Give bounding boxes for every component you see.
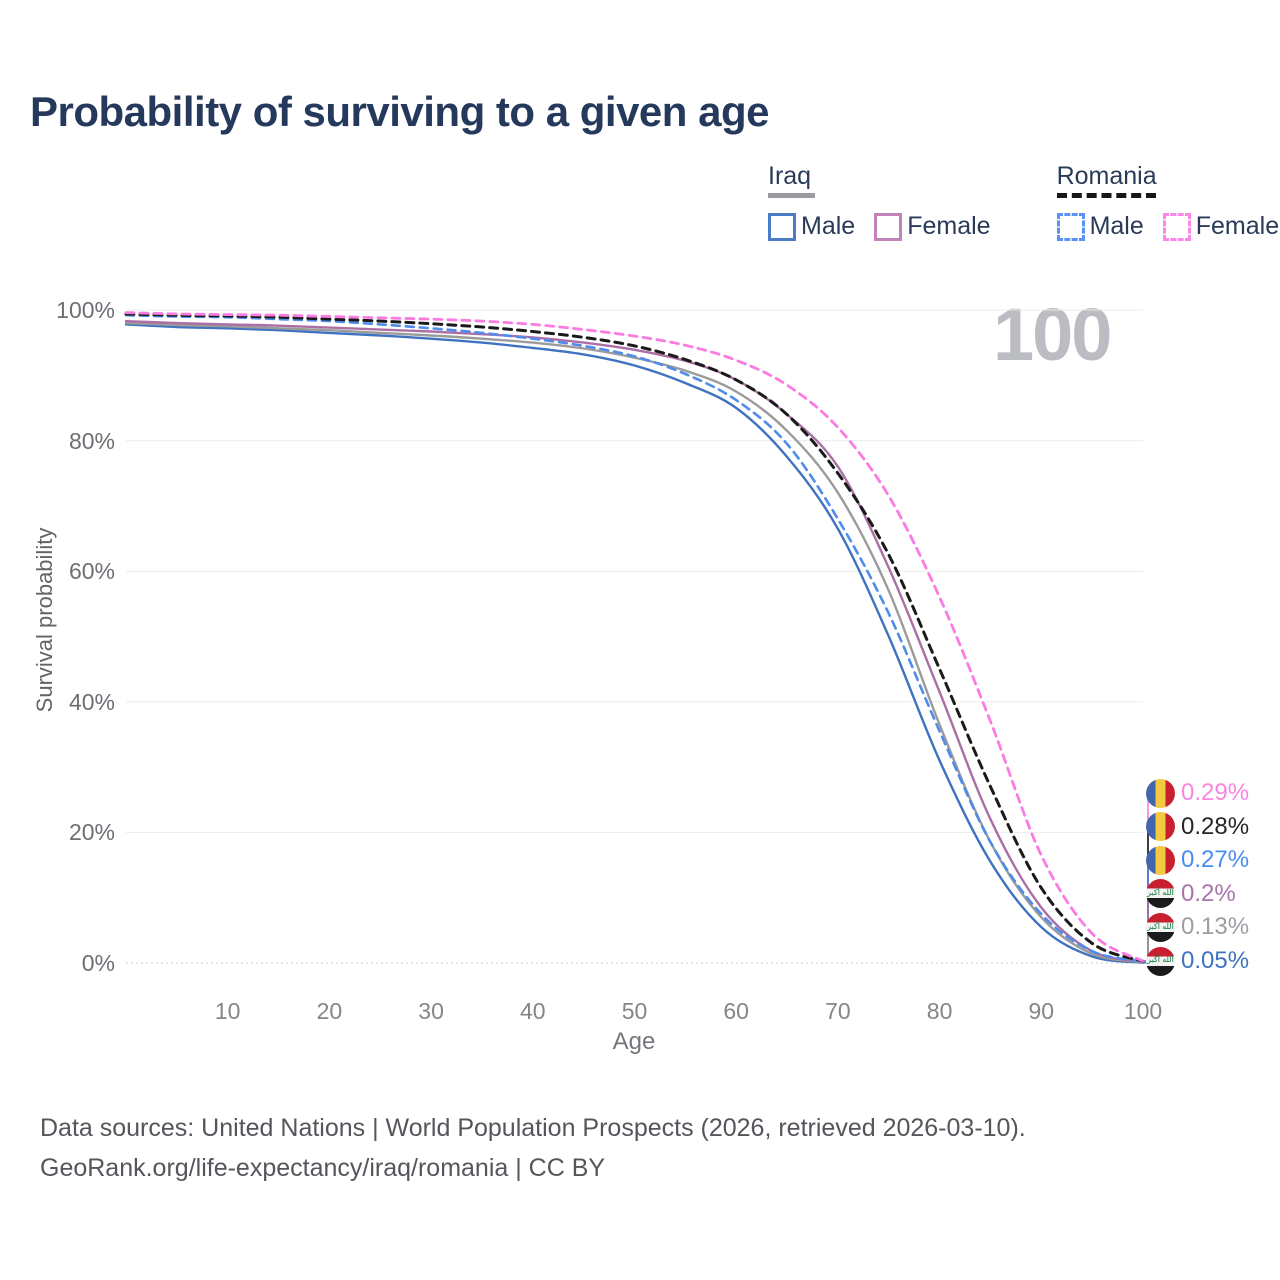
legend-country-underline: [1056, 193, 1156, 198]
y-tick-label: 80%: [68, 427, 115, 454]
footer-sources: Data sources: United Nations | World Pop…: [40, 1114, 1026, 1142]
x-tick-label: 30: [418, 998, 444, 1024]
curve-romania_male[interactable]: [124, 313, 1145, 963]
legend-country-label[interactable]: Iraq: [768, 162, 991, 202]
end-label-row-romania_male: 0.27%: [1146, 845, 1249, 875]
romania-flag-icon: [1146, 845, 1175, 875]
legend-item-label: Male: [1089, 212, 1144, 240]
curve-romania_both[interactable]: [124, 312, 1145, 963]
x-tick-label: 100: [1123, 998, 1163, 1024]
y-tick-label: 100%: [56, 297, 115, 323]
y-axis-title: Survival probability: [32, 527, 57, 713]
legend-country-underline: [768, 193, 815, 198]
footer-attribution: GeoRank.org/life-expectancy/iraq/romania…: [40, 1154, 606, 1182]
y-tick-label: 40%: [68, 688, 115, 715]
takbir-script: الله أكبر: [1147, 921, 1174, 931]
legend-group-romania: Romania Male Female: [1056, 162, 1280, 241]
romania-flag-icon: [1146, 778, 1175, 808]
x-tick-label: 10: [214, 998, 241, 1024]
legend-swatch-icon: [1056, 212, 1085, 241]
takbir-script: الله أكبر: [1147, 955, 1174, 965]
end-label-row-iraq_female: الله أكبر 0.2%: [1146, 879, 1236, 909]
y-tick-label: 60%: [68, 558, 115, 585]
end-label-value: 0.28%: [1181, 812, 1250, 840]
legend-swatch-icon: [874, 212, 903, 241]
x-tick-label: 70: [825, 998, 851, 1024]
legend-country-label[interactable]: Romania: [1056, 162, 1280, 202]
end-label-row-iraq_male: الله أكبر 0.05%: [1146, 946, 1249, 976]
x-axis-title: Age: [612, 1028, 656, 1055]
end-label-row-romania_both: 0.28%: [1146, 812, 1249, 842]
legend-swatch-icon: [1162, 212, 1191, 241]
end-label-value: 0.2%: [1181, 879, 1236, 907]
age-counter-watermark: 100: [993, 293, 1112, 376]
y-tick-label: 20%: [68, 819, 115, 846]
legend-item-label: Male: [801, 212, 856, 240]
legend-group-iraq: Iraq Male Female: [768, 162, 991, 241]
end-label-value: 0.05%: [1181, 947, 1250, 974]
curve-iraq_both[interactable]: [124, 321, 1145, 964]
x-tick-label: 50: [621, 998, 648, 1024]
legend-swatch-icon: [768, 212, 796, 241]
curve-romania_female[interactable]: [124, 311, 1145, 963]
iraq-flag-icon: الله أكبر: [1146, 946, 1175, 976]
legend-item-label: Female: [1195, 212, 1280, 240]
end-label-value: 0.13%: [1181, 913, 1250, 941]
end-label-value: 0.29%: [1181, 779, 1250, 806]
end-label-row-romania_female: 0.29%: [1146, 778, 1249, 808]
end-label-row-iraq_both: الله أكبر 0.13%: [1146, 912, 1249, 942]
curve-iraq_female[interactable]: [124, 319, 1145, 963]
x-tick-label: 90: [1028, 998, 1055, 1024]
iraq-flag-icon: الله أكبر: [1146, 879, 1175, 909]
romania-flag-icon: [1146, 812, 1175, 842]
page-title: Probability of surviving to a given age: [30, 88, 769, 135]
legend-item-romania-male[interactable]: Male: [1056, 212, 1144, 241]
x-tick-label: 40: [520, 998, 546, 1024]
iraq-flag-icon: الله أكبر: [1146, 912, 1175, 942]
legend: Iraq Male Female Romania Male Female: [768, 162, 1279, 241]
legend-item-label: Female: [907, 212, 991, 240]
footer: Data sources: United Nations | World Pop…: [40, 1108, 1026, 1188]
x-tick-label: 80: [926, 998, 953, 1024]
legend-item-iraq-male[interactable]: Male: [768, 212, 855, 241]
x-tick-label: 20: [316, 998, 343, 1024]
legend-item-romania-female[interactable]: Female: [1162, 212, 1280, 241]
legend-item-iraq-female[interactable]: Female: [874, 212, 991, 241]
end-label-value: 0.27%: [1181, 846, 1250, 874]
x-tick-label: 60: [723, 998, 749, 1024]
takbir-script: الله أكبر: [1147, 888, 1174, 898]
y-tick-label: 0%: [81, 950, 115, 976]
curve-iraq_male[interactable]: [124, 323, 1145, 964]
